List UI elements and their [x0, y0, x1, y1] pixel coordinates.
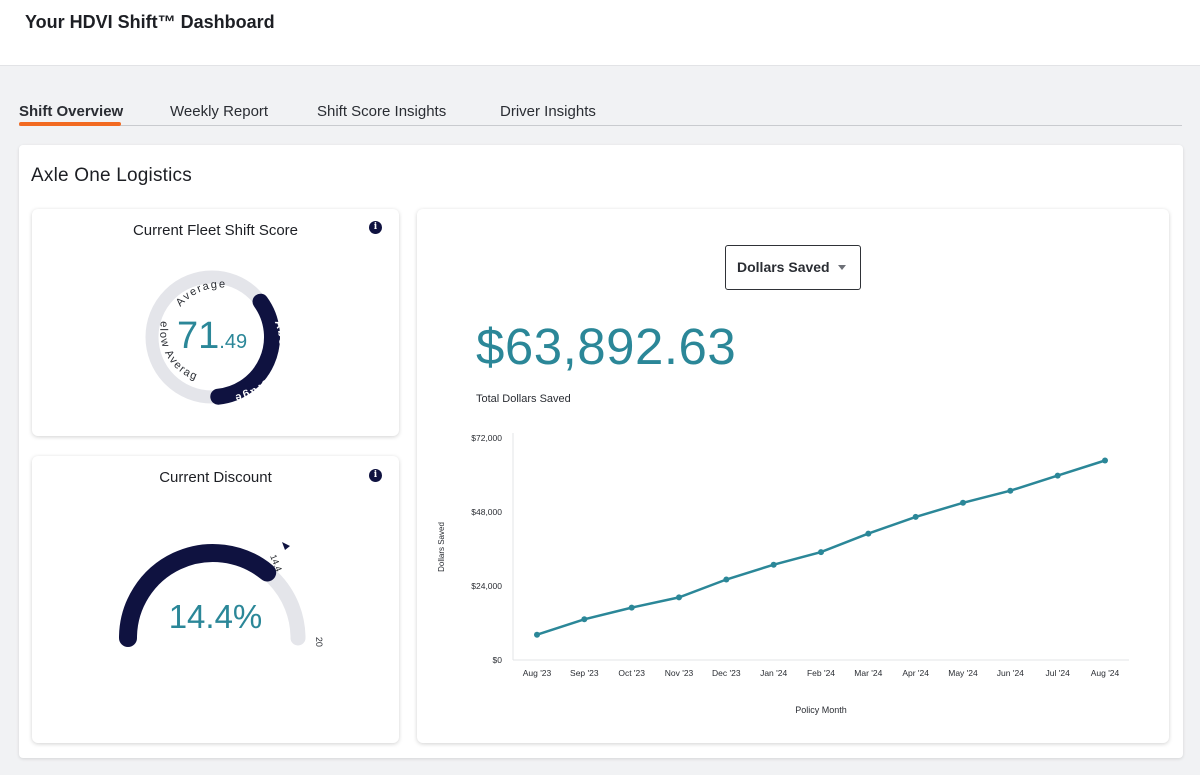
metric-dropdown-label: Dollars Saved: [737, 259, 830, 275]
score-ring: Average Below Average Above Average: [32, 209, 287, 405]
data-point[interactable]: [676, 594, 682, 601]
score-integer: 71: [177, 315, 220, 357]
fleet-score-value: 71.49: [177, 315, 247, 358]
discount-title: Current Discount: [159, 469, 272, 486]
x-tick-label: Jan '24: [760, 668, 787, 678]
y-tick-label: $24,000: [471, 581, 502, 591]
chevron-down-icon: [838, 265, 846, 270]
discount-gauge-fill: [119, 543, 277, 647]
discount-gauge: 14.4 20: [119, 542, 324, 647]
tab-shift-overview[interactable]: Shift Overview: [19, 103, 124, 120]
discount-card: Current Discount i 14.4 20 14.4%: [32, 456, 399, 743]
data-point[interactable]: [723, 576, 730, 583]
total-dollars-saved: $63,892.63: [476, 318, 737, 375]
tab-driver-insights[interactable]: Driver Insights: [500, 103, 596, 120]
info-icon[interactable]: i: [369, 469, 382, 482]
shift-score-title: Current Fleet Shift Score: [132, 222, 299, 239]
y-tick-label: $0: [493, 655, 503, 665]
x-tick-label: Aug '23: [523, 668, 552, 678]
total-dollars-saved-label: Total Dollars Saved: [476, 393, 571, 405]
x-tick-label: Nov '23: [665, 668, 694, 678]
discount-max-label: 20: [314, 637, 324, 647]
x-tick-label: Oct '23: [618, 668, 645, 678]
data-point[interactable]: [865, 530, 872, 537]
data-point[interactable]: [770, 561, 777, 568]
data-point[interactable]: [960, 499, 966, 506]
x-tick-label: Mar '24: [854, 668, 882, 678]
tab-weekly-report[interactable]: Weekly Report: [170, 103, 269, 120]
y-tick-label: $72,000: [471, 433, 502, 443]
savings-card: Dollars Saved $63,892.63 Total Dollars S…: [417, 209, 1169, 743]
y-axis-title: Dollars Saved: [437, 522, 446, 572]
x-tick-label: Feb '24: [807, 668, 835, 678]
data-point[interactable]: [1102, 457, 1108, 464]
discount-marker-icon: [282, 542, 290, 550]
active-tab-indicator: [19, 122, 121, 126]
data-point[interactable]: [628, 604, 635, 611]
x-axis-title: Policy Month: [795, 705, 847, 715]
tab-bar: Shift Overview Weekly Report Shift Score…: [19, 100, 1182, 126]
tab-shift-score-insights[interactable]: Shift Score Insights: [317, 103, 447, 120]
info-icon[interactable]: i: [369, 221, 382, 234]
score-decimal: .49: [219, 331, 248, 353]
savings-series-line: [536, 459, 1106, 636]
data-point[interactable]: [1007, 487, 1014, 494]
x-tick-label: Dec '23: [712, 668, 741, 678]
x-tick-label: Jul '24: [1046, 668, 1071, 678]
data-point[interactable]: [1054, 472, 1061, 479]
data-point[interactable]: [912, 513, 919, 520]
x-tick-label: Apr '24: [902, 668, 929, 678]
x-tick-label: May '24: [948, 668, 978, 678]
data-point[interactable]: [581, 616, 588, 623]
data-point[interactable]: [534, 631, 540, 638]
metric-dropdown[interactable]: Dollars Saved: [725, 245, 861, 290]
x-tick-label: Jun '24: [997, 668, 1024, 678]
page-title: Your HDVI Shift™ Dashboard: [25, 12, 275, 32]
savings-line-chart: Dollars Saved Policy Month $0 $24,000 $48,…: [437, 433, 1129, 715]
y-tick-label: $48,000: [471, 507, 502, 517]
discount-value: 14.4%: [168, 598, 263, 635]
top-bar: Your HDVI Shift™ Dashboard: [0, 0, 1200, 66]
shift-score-card: Current Fleet Shift Score i Average Belo…: [32, 209, 399, 436]
score-ring-fill: [210, 293, 280, 405]
fleet-panel: Axle One Logistics Current Fleet Shift S…: [19, 145, 1183, 758]
x-tick-label: Sep '23: [570, 668, 599, 678]
data-point[interactable]: [818, 549, 824, 556]
company-name: Axle One Logistics: [31, 165, 192, 186]
x-tick-label: Aug '24: [1091, 668, 1120, 678]
